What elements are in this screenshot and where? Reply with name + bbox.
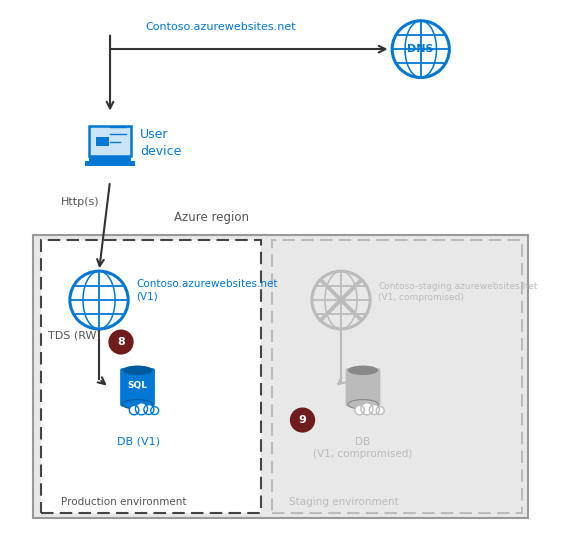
Text: SQL: SQL (127, 381, 148, 390)
Ellipse shape (348, 399, 378, 409)
Text: Http(s): Http(s) (60, 197, 99, 207)
Text: Azure region: Azure region (174, 210, 249, 224)
Text: User
device: User device (140, 128, 181, 158)
Ellipse shape (122, 399, 153, 409)
Circle shape (70, 271, 128, 329)
Text: Contoso.azurewebsites.net
(V1): Contoso.azurewebsites.net (V1) (137, 279, 278, 301)
Text: Contoso-staging.azurewebsites.het
(V1, compromised): Contoso-staging.azurewebsites.het (V1, c… (378, 282, 538, 302)
Text: Contoso.azurewebsites.net: Contoso.azurewebsites.net (146, 23, 296, 33)
Circle shape (151, 407, 158, 414)
Text: DB
(V1, compromised): DB (V1, compromised) (313, 437, 413, 459)
Circle shape (312, 271, 370, 329)
FancyBboxPatch shape (41, 240, 261, 513)
Text: Production environment: Production environment (60, 498, 186, 507)
Text: 8: 8 (117, 337, 125, 347)
FancyBboxPatch shape (90, 156, 131, 161)
FancyBboxPatch shape (33, 235, 528, 518)
Circle shape (392, 21, 449, 78)
Ellipse shape (348, 365, 378, 375)
Circle shape (290, 408, 315, 433)
FancyBboxPatch shape (90, 126, 131, 156)
Text: DB (V1): DB (V1) (117, 437, 160, 447)
FancyBboxPatch shape (346, 368, 381, 407)
Circle shape (144, 404, 154, 414)
FancyBboxPatch shape (120, 368, 155, 407)
FancyBboxPatch shape (86, 161, 135, 166)
Text: DNS: DNS (408, 44, 434, 54)
Text: TDS (RW): TDS (RW) (48, 331, 101, 341)
Circle shape (369, 404, 379, 414)
Text: Staging environment: Staging environment (289, 498, 398, 507)
FancyBboxPatch shape (272, 240, 522, 513)
Circle shape (135, 403, 148, 415)
Circle shape (129, 406, 139, 415)
Circle shape (361, 403, 373, 415)
Text: 9: 9 (298, 415, 307, 425)
Circle shape (355, 406, 364, 415)
Circle shape (376, 407, 384, 414)
Ellipse shape (122, 365, 153, 375)
Circle shape (108, 329, 134, 355)
FancyBboxPatch shape (96, 137, 109, 146)
